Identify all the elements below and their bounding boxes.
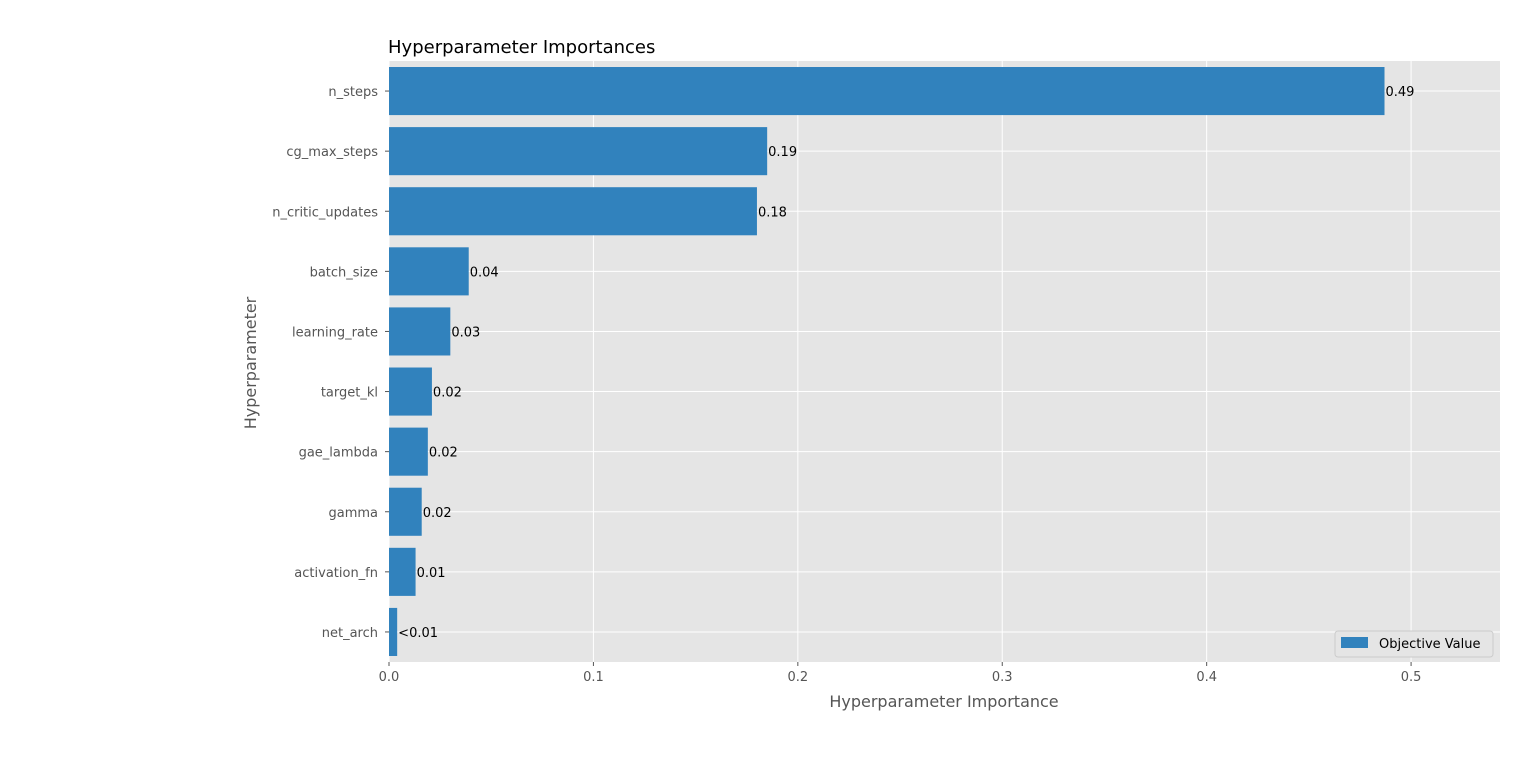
bar-learning-rate bbox=[389, 307, 451, 356]
x-tick-label: 0.2 bbox=[787, 670, 808, 685]
data-labels: 0.49 0.19 0.18 0.04 0.03 0.02 0.02 0.02 0.01 <0.0… bbox=[398, 85, 1414, 641]
chart-title: Hyperparameter Importances bbox=[388, 37, 655, 58]
y-tick-label: learning_rate bbox=[292, 325, 378, 340]
y-tick-label: gamma bbox=[328, 506, 378, 521]
x-axis-ticks: 0.0 0.1 0.2 0.3 0.4 0.5 bbox=[379, 662, 1422, 685]
x-tick-label: 0.0 bbox=[379, 670, 400, 685]
bar-value-label: 0.03 bbox=[451, 325, 480, 340]
legend-box bbox=[1334, 630, 1494, 658]
y-tick-label: cg_max_steps bbox=[286, 145, 378, 160]
bar-value-label: 0.02 bbox=[423, 506, 452, 521]
bar-target-kl bbox=[389, 367, 432, 416]
bar-net-arch bbox=[389, 607, 398, 656]
legend: Objective Value bbox=[1334, 630, 1494, 658]
bar-value-label: 0.04 bbox=[470, 265, 499, 280]
y-tick-label: target_kl bbox=[321, 386, 378, 401]
bar-value-label: 0.49 bbox=[1386, 85, 1415, 100]
bar-gamma bbox=[389, 487, 422, 536]
x-axis-label: Hyperparameter Importance bbox=[829, 692, 1058, 711]
y-axis-ticks: n_steps cg_max_steps n_critic_updatesbatch… bbox=[272, 85, 389, 641]
bar-value-label: <0.01 bbox=[398, 626, 438, 641]
x-tick-label: 0.3 bbox=[992, 670, 1013, 685]
y-axis-label: Hyperparameter bbox=[241, 296, 260, 429]
bar-value-label: 0.02 bbox=[429, 446, 458, 461]
bar-value-label: 0.02 bbox=[433, 386, 462, 401]
bar-cg-max-steps bbox=[389, 127, 768, 176]
bar-n-steps bbox=[389, 67, 1385, 116]
bar-activation-fn bbox=[389, 547, 416, 596]
legend-swatch bbox=[1341, 637, 1368, 648]
bar-gae-lambda bbox=[389, 427, 428, 476]
x-tick-label: 0.1 bbox=[583, 670, 604, 685]
y-tick-label: gae_lambda bbox=[299, 446, 378, 461]
bar-n-critic-updates bbox=[389, 187, 757, 236]
bars-group bbox=[389, 67, 1385, 656]
y-tick-label: net_arch bbox=[322, 626, 378, 641]
y-tick-label: n_steps bbox=[328, 85, 378, 100]
bar-value-label: 0.01 bbox=[417, 566, 446, 581]
x-tick-label: 0.5 bbox=[1401, 670, 1422, 685]
y-tick-label: n_critic_updates bbox=[272, 205, 378, 220]
bar-batch-size bbox=[389, 247, 469, 296]
y-tick-label: activation_fn bbox=[294, 566, 378, 581]
bar-value-label: 0.18 bbox=[758, 205, 787, 220]
x-tick-label: 0.4 bbox=[1196, 670, 1217, 685]
y-tick-label: batch_size bbox=[310, 265, 378, 280]
legend-entry-objective-value: Objective Value bbox=[1379, 637, 1480, 652]
bar-value-label: 0.19 bbox=[768, 145, 797, 160]
